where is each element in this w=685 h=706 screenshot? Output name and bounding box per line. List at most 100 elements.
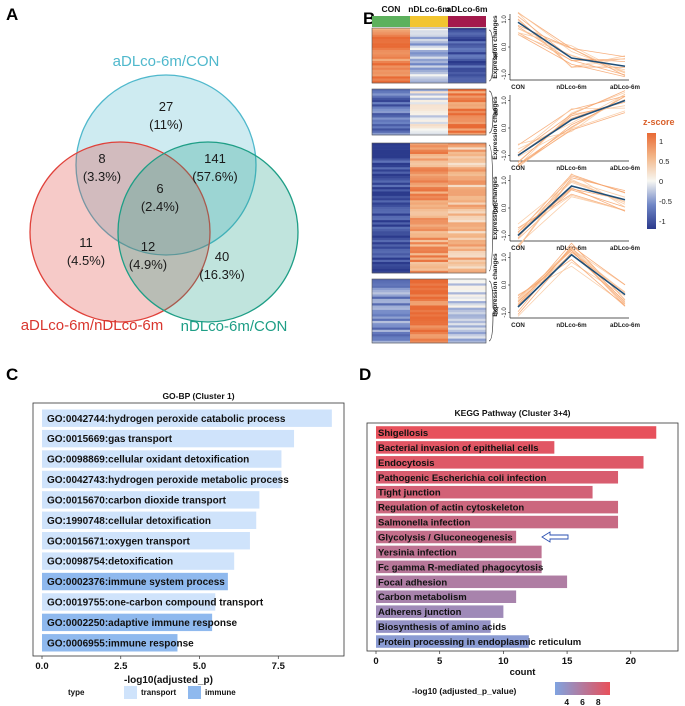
venn-region-percent: (3.3%)	[83, 169, 121, 184]
heatmap-cell	[372, 119, 411, 123]
heatmap-cell	[372, 132, 411, 136]
heatmap-cell	[448, 285, 487, 289]
panel-a-venn: aDLco-6m/CON aDLco-6m/nDLco-6m nDLco-6m/CO…	[21, 53, 299, 335]
heatmap-cell	[372, 99, 411, 103]
heatmap-cell	[448, 132, 487, 136]
heatmap-cell	[448, 145, 487, 148]
heatmap-cell	[372, 253, 411, 256]
panel-c-label: C	[6, 365, 18, 384]
legend-swatch	[188, 686, 201, 699]
heatmap-cell	[448, 74, 487, 77]
heatmap-cell	[410, 268, 449, 272]
heatmap-cell	[410, 67, 449, 71]
heatmap-cell	[448, 268, 487, 272]
heatmap-cell	[372, 294, 411, 297]
heatmap-cell	[372, 154, 411, 157]
heatmap-cell	[372, 78, 411, 82]
heatmap-cell	[448, 259, 487, 263]
heatmap-cell	[372, 235, 411, 239]
heatmap-cell	[448, 80, 487, 84]
heatmap-cell	[448, 43, 487, 46]
colorbar-tick: 0	[659, 177, 663, 186]
heatmap-cell	[372, 301, 411, 304]
heatmap-cell	[410, 121, 449, 125]
heatmap-cell	[448, 334, 487, 337]
heatmap-cell	[410, 178, 449, 181]
heatmap-cell	[448, 50, 487, 53]
heatmap-cell	[372, 121, 411, 125]
heatmap-cell	[372, 69, 411, 73]
line-plot-x-tick-label: CON	[511, 165, 525, 172]
heatmap-cell	[448, 130, 487, 134]
kegg-term-label: Fc gamma R-mediated phagocytosis	[378, 562, 543, 573]
heatmap-cell	[410, 334, 449, 337]
heatmap-cell	[372, 74, 411, 77]
heatmap-cell	[372, 220, 411, 223]
individual-gene-line	[517, 180, 626, 225]
line-plot-y-tick-label: 1.0	[502, 176, 508, 185]
heatmap-cell	[410, 106, 449, 110]
mean-line	[517, 99, 626, 157]
heatmap-cell	[448, 128, 487, 131]
go-term-label: GO:0002376:immune system process	[47, 577, 225, 588]
heatmap-cell	[448, 58, 487, 62]
heatmap-cell	[448, 242, 487, 245]
kegg-bar	[376, 500, 619, 514]
heatmap-cell	[448, 63, 487, 66]
legend-label: transport	[141, 688, 176, 697]
go-bar	[42, 634, 178, 652]
heatmap-cell	[410, 307, 449, 311]
heatmap-cell	[448, 28, 487, 31]
x-tick-label: 15	[562, 656, 573, 667]
heatmap-cell	[372, 327, 411, 331]
kegg-term-label: Focal adhesion	[378, 577, 447, 588]
heatmap-cell	[372, 323, 411, 326]
heatmap-cell	[448, 65, 487, 68]
heatmap-cell	[372, 307, 411, 311]
kegg-bar	[376, 635, 529, 648]
colorbar	[647, 133, 656, 229]
heatmap-cell	[372, 187, 411, 190]
heatmap-cell	[448, 30, 487, 33]
heatmap-cell	[372, 270, 411, 274]
individual-gene-line	[517, 247, 626, 307]
heatmap-cell	[410, 187, 449, 190]
x-tick-label: 5	[437, 656, 443, 667]
heatmap-cell	[448, 91, 487, 94]
heatmap-cell	[410, 237, 449, 241]
kegg-bar	[376, 620, 491, 633]
heatmap-cell	[372, 104, 411, 107]
heatmap-cell	[410, 338, 449, 342]
heatmap-cell	[410, 52, 449, 55]
go-term-label: GO:0098869:cellular oxidant detoxificati…	[47, 455, 249, 466]
heatmap-cell	[448, 93, 487, 96]
heatmap-cell	[448, 99, 487, 103]
go-bar	[42, 491, 260, 509]
heatmap-cell	[372, 261, 411, 265]
heatmap-cell	[372, 239, 411, 243]
heatmap-cell	[410, 193, 449, 197]
heatmap-cell	[410, 41, 449, 44]
heatmap-cell	[372, 160, 411, 164]
heatmap-cell	[448, 318, 487, 322]
line-plot-y-tick-label: 0.0	[502, 123, 508, 132]
heatmap-cell	[372, 171, 411, 175]
heatmap-cell	[448, 182, 487, 186]
heatmap-cell	[410, 323, 449, 326]
heatmap-cell	[372, 115, 411, 118]
heatmap-block-border	[371, 88, 487, 136]
go-term-label: GO:0015669:gas transport	[47, 434, 173, 445]
heatmap-cell	[372, 91, 411, 94]
legend-colorbar	[555, 682, 610, 695]
venn-region-count: 11	[79, 235, 93, 250]
heatmap-cell	[448, 115, 487, 118]
heatmap-cell	[448, 154, 487, 157]
individual-gene-line	[517, 259, 626, 307]
heatmap-cell	[372, 50, 411, 53]
panel-b-heatmap: CON nDLco-6maDLco-6m471.00.0-1.0Expressio…	[371, 4, 675, 344]
heatmap-cell	[372, 167, 411, 170]
heatmap-cell	[372, 237, 411, 241]
heatmap-cell	[410, 301, 449, 304]
heatmap-cell	[448, 76, 487, 79]
heatmap-cell	[410, 28, 449, 31]
